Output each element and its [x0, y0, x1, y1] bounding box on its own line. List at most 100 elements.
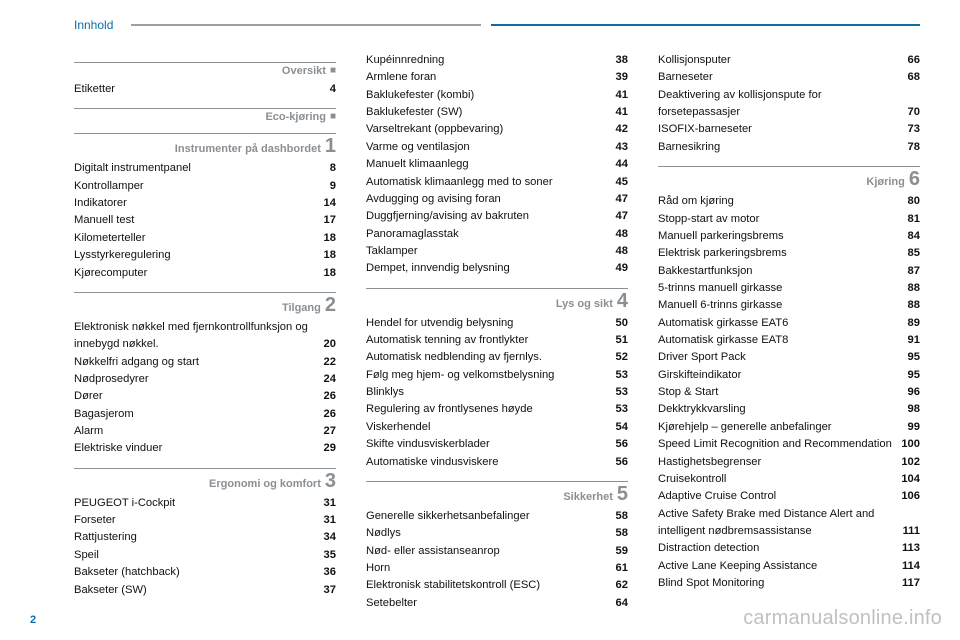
toc-entry-label: Lysstyrkeregulering	[74, 247, 324, 264]
toc-entry-page: 29	[324, 440, 336, 457]
toc-column: Kupéinnredning38Armlene foran39Baklukefe…	[366, 52, 628, 612]
section-label-row: Lys og sikt4	[556, 291, 628, 311]
toc-entry: Kontrollamper9	[74, 178, 336, 195]
section-label-row: Tilgang2	[282, 295, 336, 315]
toc-entry-page: 17	[324, 212, 336, 229]
toc-entry-page: 35	[324, 547, 336, 564]
toc-entry-page: 95	[908, 349, 920, 366]
section-label-row: Ergonomi og komfort3	[209, 471, 336, 491]
toc-entry: Viskerhendel54	[366, 419, 628, 436]
toc-entry-label: Manuell parkeringsbrems	[658, 228, 908, 245]
toc-entry-page: 52	[616, 349, 628, 366]
toc-entry-page: 85	[908, 245, 920, 262]
watermark: carmanualsonline.info	[743, 607, 942, 630]
toc-entry-page: 99	[908, 419, 920, 436]
toc-entry-page: 4	[330, 81, 336, 98]
toc-column: Oversikt■Etiketter4Eco-kjøring■Instrumen…	[74, 52, 336, 612]
toc-entry-label: Elektronisk nøkkel med fjernkontrollfunk…	[74, 319, 324, 354]
toc-entry-label: Horn	[366, 560, 616, 577]
toc-entry-page: 50	[616, 315, 628, 332]
toc-entry-label: Avdugging og avising foran	[366, 191, 616, 208]
section-marker-square-icon: ■	[330, 112, 336, 122]
toc-entry-page: 24	[324, 371, 336, 388]
toc-entry: Baklukefester (kombi)41	[366, 87, 628, 104]
section-label-row: Sikkerhet5	[563, 484, 628, 504]
toc-entry-label: Forseter	[74, 512, 324, 529]
toc-entry-page: 8	[330, 160, 336, 177]
toc-entry-label: Dekktrykkvarsling	[658, 401, 908, 418]
toc-entry-label: Manuelt klimaanlegg	[366, 156, 616, 173]
toc-entry-page: 113	[902, 540, 920, 557]
section-heading: Oversikt■	[74, 62, 336, 77]
toc-entry: Følg meg hjem- og velkomstbelysning53	[366, 367, 628, 384]
toc-entry-page: 47	[616, 191, 628, 208]
toc-entry-label: Etiketter	[74, 81, 330, 98]
page-number: 2	[30, 614, 36, 626]
section-label-row: Oversikt■	[282, 65, 336, 77]
toc-entry: Horn61	[366, 560, 628, 577]
toc-entry-page: 61	[616, 560, 628, 577]
toc-entry-page: 27	[324, 423, 336, 440]
section-title: Eco-kjøring	[265, 111, 326, 123]
toc-entry-page: 117	[902, 575, 920, 592]
section-number: 2	[325, 295, 336, 315]
toc-entry-label: Cruisekontroll	[658, 471, 901, 488]
section-marker-square-icon: ■	[330, 66, 336, 76]
toc-entry: Cruisekontroll104	[658, 471, 920, 488]
toc-entry-page: 41	[616, 87, 628, 104]
toc-entry-label: 5-trinns manuell girkasse	[658, 280, 908, 297]
toc-entry: Setebelter64	[366, 595, 628, 612]
toc-entry-label: Generelle sikkerhetsanbefalinger	[366, 508, 616, 525]
toc-entry-label: Dører	[74, 388, 324, 405]
section-title: Ergonomi og komfort	[209, 478, 321, 490]
section-number: 6	[909, 169, 920, 189]
toc-entry-label: Girskifteindikator	[658, 367, 908, 384]
toc-entry-label: Bakkestartfunksjon	[658, 263, 908, 280]
toc-entry-page: 18	[324, 247, 336, 264]
toc-entry-label: Blind Spot Monitoring	[658, 575, 902, 592]
toc-entry-label: Driver Sport Pack	[658, 349, 908, 366]
toc-entry-page: 18	[324, 265, 336, 282]
toc-entry-label: Nød- eller assistanseanrop	[366, 543, 616, 560]
section-label-row: Kjøring6	[866, 169, 920, 189]
section-rule	[74, 108, 336, 109]
toc-entry: Dekktrykkvarsling98	[658, 401, 920, 418]
toc-entry-label: Blinklys	[366, 384, 616, 401]
toc-entry-label: Råd om kjøring	[658, 193, 908, 210]
toc-entry: Kjørehjelp – generelle anbefalinger99	[658, 419, 920, 436]
toc-entry: Varseltrekant (oppbevaring)42	[366, 121, 628, 138]
toc-entry-page: 47	[616, 208, 628, 225]
toc-entry: Lysstyrkeregulering18	[74, 247, 336, 264]
toc-entry: Nøkkelfri adgang og start22	[74, 354, 336, 371]
section-number: 1	[325, 136, 336, 156]
toc-entry-page: 38	[616, 52, 628, 69]
toc-entry: Adaptive Cruise Control106	[658, 488, 920, 505]
toc-entry: Barnesikring78	[658, 139, 920, 156]
toc-entry: Generelle sikkerhetsanbefalinger58	[366, 508, 628, 525]
toc-entry-page: 87	[908, 263, 920, 280]
toc-entry-page: 88	[908, 297, 920, 314]
toc-entry-page: 100	[901, 436, 920, 453]
toc-entry: Regulering av frontlysenes høyde53	[366, 401, 628, 418]
toc-entry-page: 31	[324, 512, 336, 529]
toc-entry-page: 48	[616, 243, 628, 260]
toc-entry: Deaktivering av kollisjonspute for forse…	[658, 87, 920, 122]
toc-entry: Manuell parkeringsbrems84	[658, 228, 920, 245]
section-heading: Eco-kjøring ■	[74, 108, 336, 123]
toc-entry-page: 53	[616, 384, 628, 401]
toc-entry: Forseter31	[74, 512, 336, 529]
toc-entry-label: Regulering av frontlysenes høyde	[366, 401, 616, 418]
toc-entry-label: Elektrisk parkeringsbrems	[658, 245, 908, 262]
toc-entry: Nød- eller assistanseanrop59	[366, 543, 628, 560]
toc-entry: Automatisk girkasse EAT891	[658, 332, 920, 349]
toc-entry-page: 51	[616, 332, 628, 349]
toc-entry-label: Kollisjonsputer	[658, 52, 908, 69]
section-rule	[74, 62, 336, 63]
toc-entry-label: Active Safety Brake med Distance Alert a…	[658, 506, 903, 541]
toc-entry-page: 53	[616, 367, 628, 384]
toc-entry-label: Setebelter	[366, 595, 616, 612]
section-heading: Sikkerhet5	[366, 481, 628, 504]
header-rule-blue	[491, 24, 920, 27]
toc-entry-page: 41	[616, 104, 628, 121]
toc-entry-page: 42	[616, 121, 628, 138]
